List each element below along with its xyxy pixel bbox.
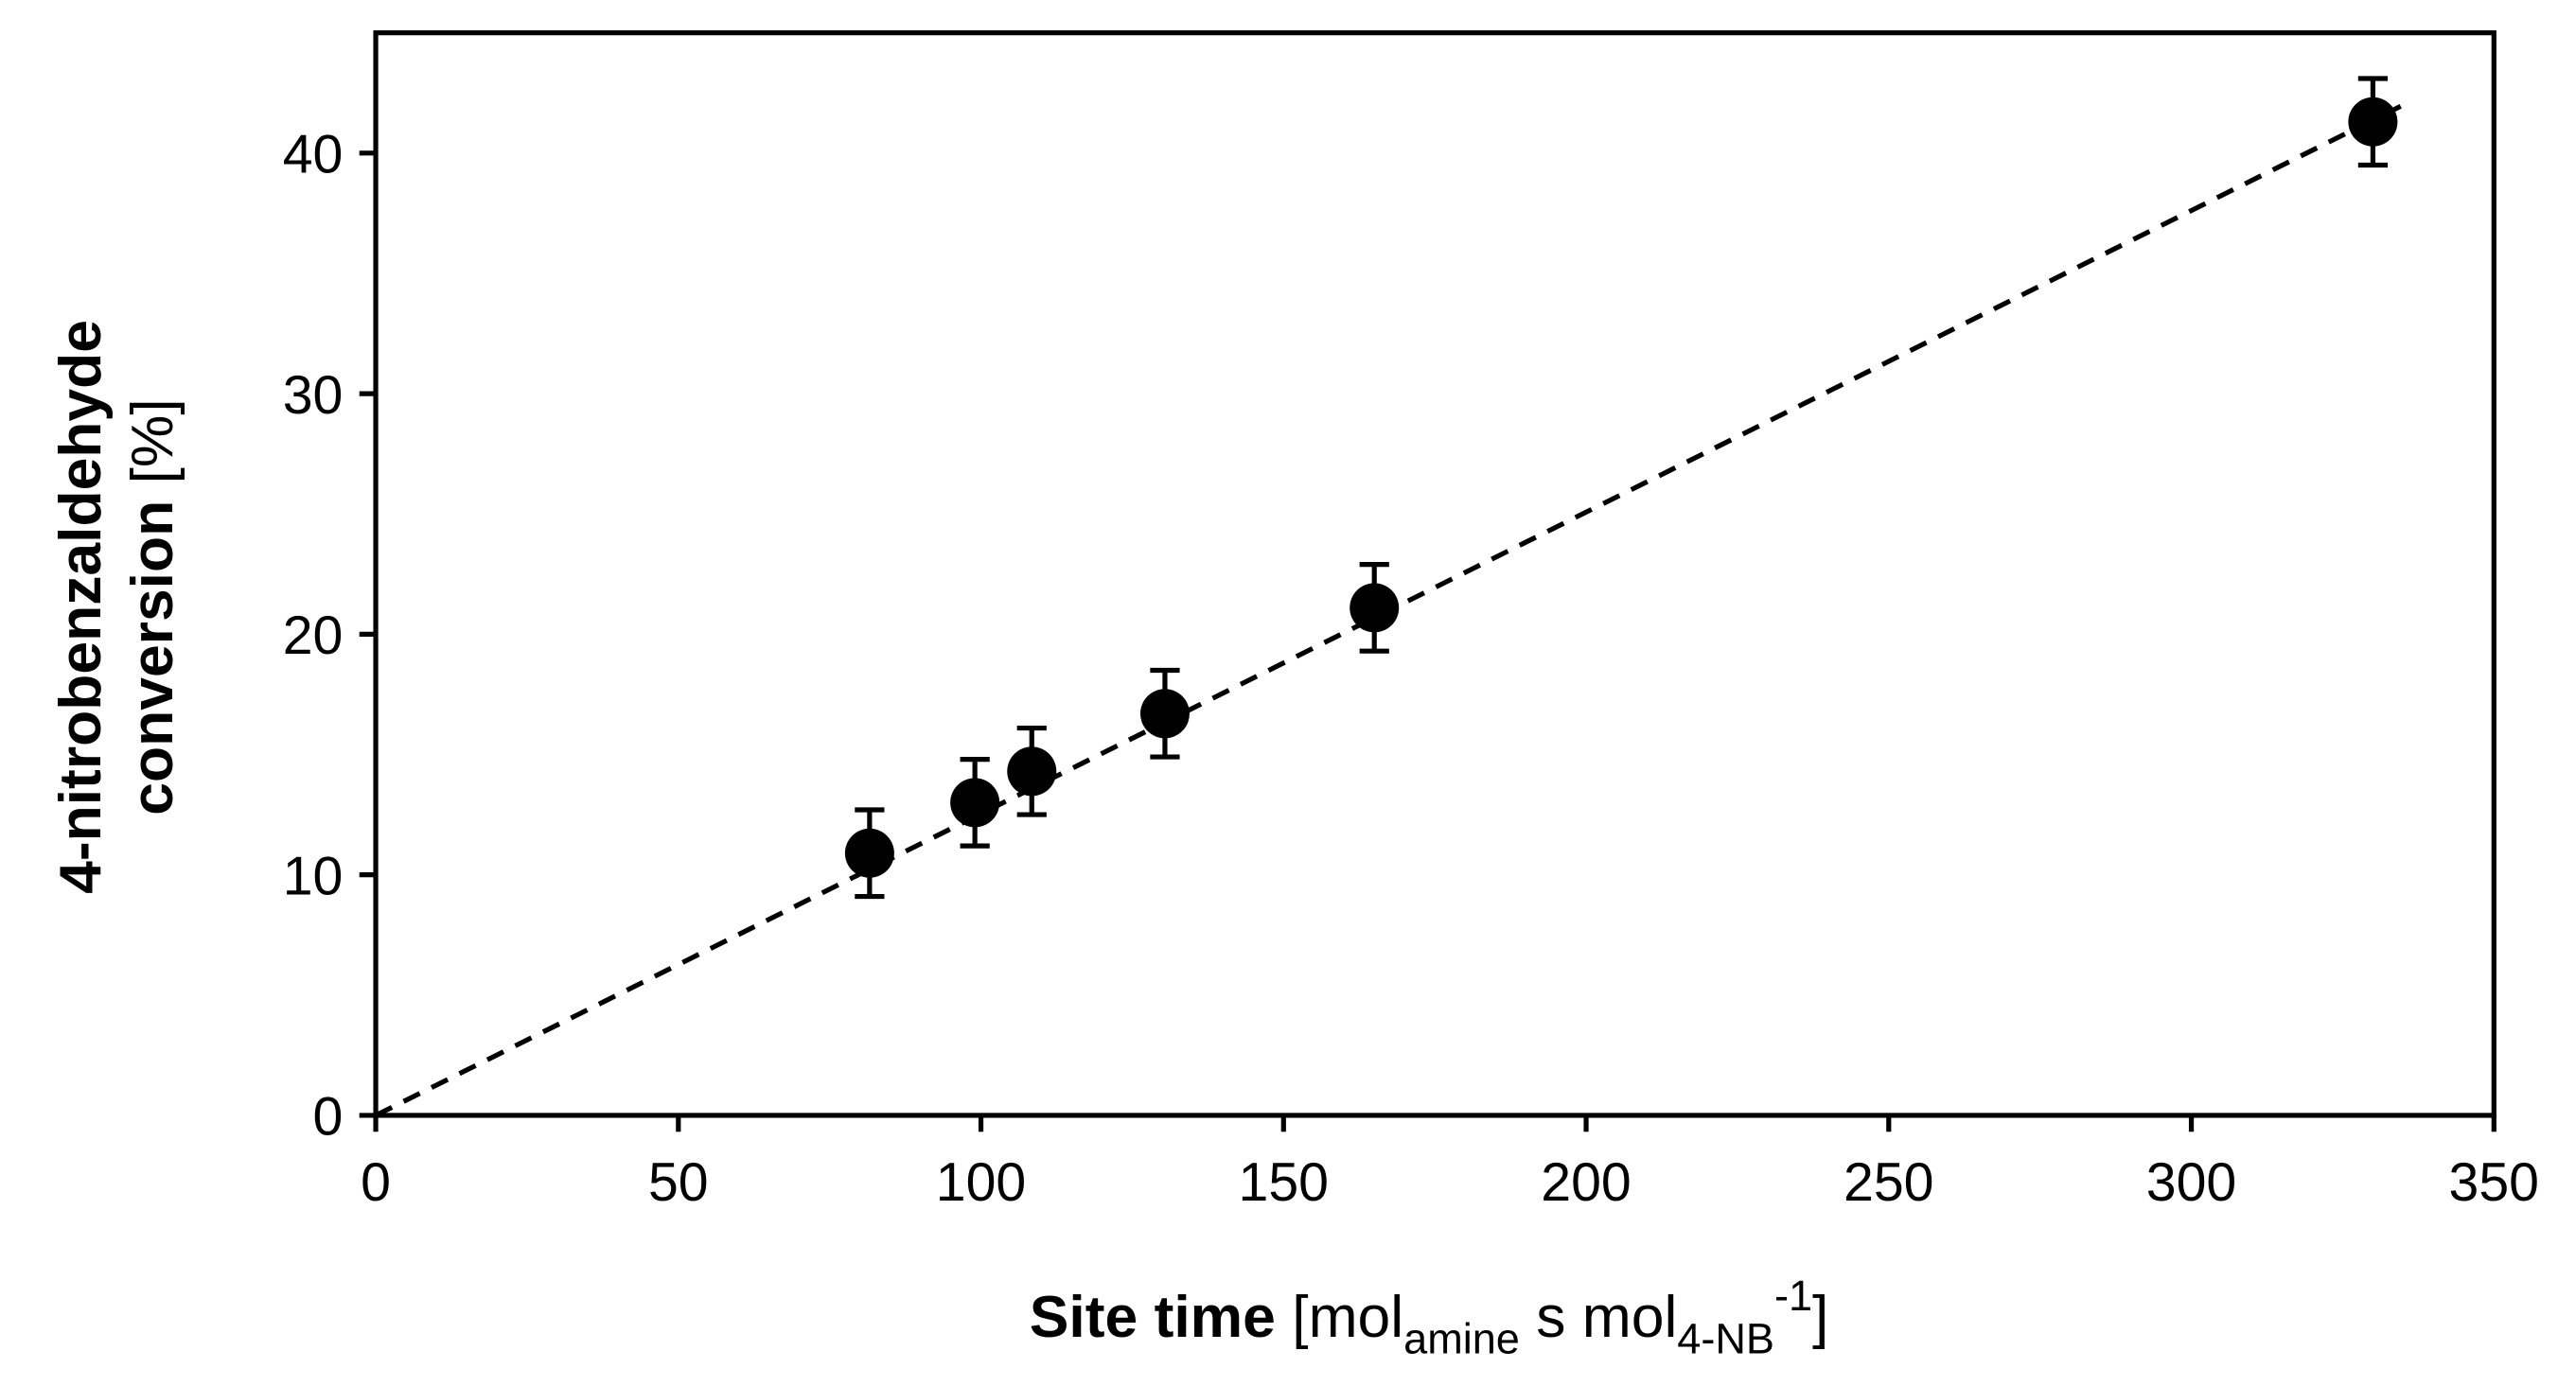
x-tick-label: 250	[1844, 1152, 1933, 1213]
plot-frame	[373, 30, 2497, 1118]
svg-text:4-nitrobenzaldehyde: 4-nitrobenzaldehyde	[48, 320, 114, 894]
data-point	[950, 756, 1000, 849]
x-tick-label: 50	[648, 1152, 709, 1213]
x-tick-label: 0	[361, 1152, 391, 1213]
x-tick-label: 150	[1239, 1152, 1329, 1213]
x-tick-label: 100	[936, 1152, 1026, 1213]
y-tick-label: 40	[283, 125, 344, 185]
data-point	[844, 807, 894, 900]
data-point	[1350, 562, 1400, 654]
x-tick-label: 200	[1541, 1152, 1631, 1213]
y-tick-label: 0	[313, 1087, 344, 1148]
x-tick-label: 350	[2449, 1152, 2539, 1213]
x-axis-ticks: 0 50 100 150 200 250 300 350	[361, 1114, 2539, 1213]
x-axis-label: Site time [molamine s mol4-NB-1]	[1030, 1272, 1829, 1362]
plot-area	[373, 30, 2497, 1118]
y-tick-label: 30	[283, 365, 344, 426]
data-point	[2348, 76, 2398, 168]
y-axis-label: 4-nitrobenzaldehyde conversion [%]	[48, 320, 185, 894]
svg-text:conversion [%]: conversion [%]	[120, 398, 185, 815]
y-tick-label: 10	[283, 846, 344, 906]
x-tick-label: 300	[2146, 1152, 2236, 1213]
y-tick-label: 20	[283, 605, 344, 666]
y-axis-ticks: 0 10 20 30 40	[283, 125, 377, 1148]
data-point	[1139, 667, 1190, 760]
data-point	[1007, 725, 1057, 817]
